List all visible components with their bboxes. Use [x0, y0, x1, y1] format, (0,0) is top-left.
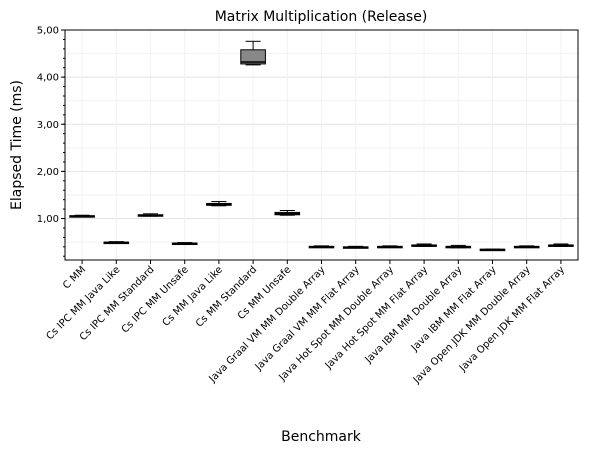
- x-tick-label: Cs MM Java Like: [161, 264, 225, 328]
- y-tick-label: 4,00: [37, 73, 59, 84]
- box-1: [69, 214, 95, 218]
- y-axis-label: Elapsed Time (ms): [9, 80, 25, 210]
- box-10: [377, 245, 403, 249]
- box-body: [240, 49, 266, 65]
- box-14: [513, 245, 540, 249]
- y-tick-label: 1,00: [37, 214, 59, 225]
- chart-title: Matrix Multiplication (Release): [215, 9, 428, 25]
- box-15: [548, 243, 574, 247]
- box-12: [445, 244, 472, 249]
- grid-layer: [65, 30, 578, 260]
- box-4: [171, 242, 198, 246]
- x-axis-label: Benchmark: [281, 429, 362, 445]
- box-3: [137, 213, 164, 217]
- box-2: [103, 241, 130, 245]
- y-tick-label: 3,00: [37, 120, 59, 131]
- box-layer: [69, 40, 574, 252]
- box-6: [240, 40, 266, 66]
- y-tick-label: 2,00: [37, 167, 59, 178]
- x-tick-label: Cs IPC MM Unsafe: [120, 264, 191, 335]
- box-11: [411, 243, 437, 247]
- box-9: [342, 245, 369, 249]
- box-5: [206, 201, 232, 207]
- x-tick-label: Cs MM Standard: [194, 264, 259, 329]
- box-13: [479, 248, 506, 252]
- x-tick-label: C MM: [61, 264, 88, 291]
- box-8: [308, 245, 335, 249]
- y-tick-label: 5,00: [37, 26, 59, 37]
- box-7: [274, 210, 301, 216]
